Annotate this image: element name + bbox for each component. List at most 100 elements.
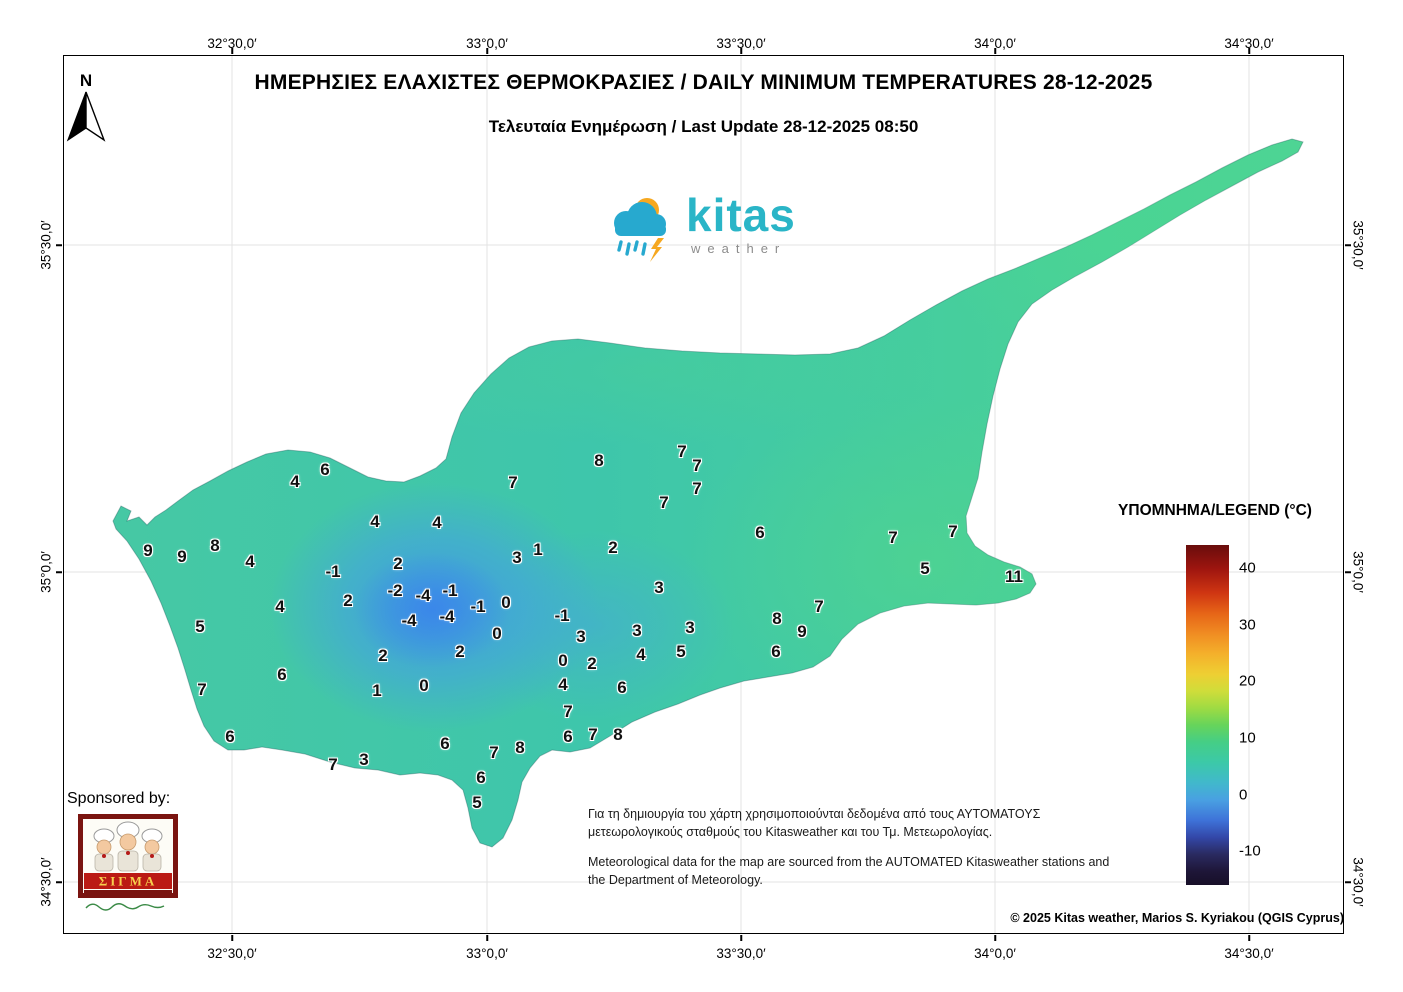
temperature-value: 7 xyxy=(948,522,958,541)
temperature-value: 4 xyxy=(275,597,285,616)
frame-tick-right xyxy=(1345,881,1351,883)
temperature-value: 0 xyxy=(419,676,429,695)
temperature-value: 6 xyxy=(277,665,287,684)
longitude-label-top: 33°30,0′ xyxy=(716,36,766,51)
temperature-value: 7 xyxy=(659,493,669,512)
north-label: N xyxy=(80,71,92,90)
temperature-value: 0 xyxy=(492,624,502,643)
sigma-brand-text: ΣΙΓΜΑ xyxy=(99,874,158,889)
temperature-value: -4 xyxy=(439,607,455,626)
frame-tick-right xyxy=(1345,571,1351,573)
temperature-value: 5 xyxy=(472,793,482,812)
temperature-value: 7 xyxy=(328,755,338,774)
longitude-label-top: 34°30,0′ xyxy=(1224,36,1274,51)
temperature-value: 1 xyxy=(533,540,543,559)
temperature-value: 9 xyxy=(797,622,807,641)
longitude-label-bottom: 33°30,0′ xyxy=(716,946,766,961)
temperature-value: 7 xyxy=(489,743,499,762)
latitude-label-right: 35°0,0′ xyxy=(1350,551,1366,593)
temperature-value: 6 xyxy=(617,678,627,697)
latitude-label-left: 35°30,0′ xyxy=(38,220,54,270)
kitas-logo-text: kitas weather xyxy=(686,192,796,256)
legend-tick-label: 40 xyxy=(1239,559,1256,577)
temperature-value: 0 xyxy=(501,593,511,612)
temperature-value: 4 xyxy=(370,512,380,531)
temperature-value: 11 xyxy=(1005,567,1023,586)
temperature-value: 8 xyxy=(594,451,604,470)
temperature-value: 5 xyxy=(195,617,205,636)
temperature-value: 7 xyxy=(677,442,687,461)
data-source-attribution: Για τη δημιουργία του χάρτη χρησιμοποιού… xyxy=(588,806,1118,889)
frame-tick-top xyxy=(231,48,233,54)
sponsored-by-label: Sponsored by: xyxy=(67,790,171,807)
temperature-value: 7 xyxy=(692,456,702,475)
legend-tick-label: -10 xyxy=(1239,842,1261,860)
temperature-value: 6 xyxy=(755,523,765,542)
legend-tick-label: 0 xyxy=(1239,786,1248,804)
temperature-value: 3 xyxy=(359,750,369,769)
temperature-value: 7 xyxy=(692,479,702,498)
temperature-value: 6 xyxy=(440,734,450,753)
temperature-value: 3 xyxy=(512,548,522,567)
frame-tick-bottom xyxy=(740,935,742,941)
frame-tick-top xyxy=(486,48,488,54)
temperature-value: 2 xyxy=(587,654,597,673)
temperature-value: 5 xyxy=(676,642,686,661)
frame-tick-bottom xyxy=(231,935,233,941)
temperature-value: 4 xyxy=(290,472,300,491)
temperature-value: 1 xyxy=(372,681,382,700)
longitude-label-top: 33°0,0′ xyxy=(466,36,508,51)
north-arrow-right-half xyxy=(85,91,106,142)
temperature-value: 6 xyxy=(320,460,330,479)
temperature-value: 2 xyxy=(343,591,353,610)
temperature-value: 3 xyxy=(576,627,586,646)
longitude-label-bottom: 33°0,0′ xyxy=(466,946,508,961)
attribution-greek: Για τη δημιουργία του χάρτη χρησιμοποιού… xyxy=(588,807,1041,839)
temperature-value: -2 xyxy=(387,581,403,600)
temperature-value: 0 xyxy=(558,651,568,670)
longitude-label-top: 32°30,0′ xyxy=(207,36,257,51)
frame-tick-left xyxy=(56,571,62,573)
legend-title: ΥΠΟΜΝΗΜΑ/LEGEND (°C) xyxy=(1118,502,1312,519)
frame-tick-right xyxy=(1345,244,1351,246)
temperature-value: 8 xyxy=(772,609,782,628)
temperature-value: 7 xyxy=(888,528,898,547)
frame-tick-top xyxy=(1248,48,1250,54)
temperature-value: 7 xyxy=(814,597,824,616)
temperature-value: 7 xyxy=(197,680,207,699)
sigma-sponsor-logo: ΣΙΓΜΑ xyxy=(78,814,178,911)
latitude-label-left: 35°0,0′ xyxy=(38,551,54,593)
temperature-value: 6 xyxy=(476,768,486,787)
attribution-english: Meteorological data for the map are sour… xyxy=(588,855,1110,887)
temperature-value: 8 xyxy=(613,725,623,744)
legend-colorbar xyxy=(1186,545,1229,885)
kitasweather-logo: kitas weather xyxy=(606,192,796,266)
kitas-wordmark: kitas xyxy=(686,189,796,241)
frame-tick-bottom xyxy=(486,935,488,941)
temperature-value: 8 xyxy=(515,738,525,757)
temperature-value: -1 xyxy=(554,606,570,625)
temperature-value: 3 xyxy=(632,621,642,640)
frame-tick-bottom xyxy=(1248,935,1250,941)
temperature-value: 2 xyxy=(378,646,388,665)
longitude-label-bottom: 34°0,0′ xyxy=(974,946,1016,961)
temperature-value: 6 xyxy=(225,727,235,746)
copyright-notice: © 2025 Kitas weather, Marios S. Kyriakou… xyxy=(1010,911,1344,925)
temperature-value: 4 xyxy=(432,513,442,532)
temperature-value: -1 xyxy=(442,581,458,600)
temperature-value: 4 xyxy=(558,675,568,694)
temperature-value: 9 xyxy=(177,547,187,566)
latitude-label-right: 34°30,0′ xyxy=(1350,857,1366,907)
temperature-value: 7 xyxy=(588,725,598,744)
temperature-value: 6 xyxy=(563,727,573,746)
kitas-tagline: weather xyxy=(691,241,787,256)
temperature-value: 7 xyxy=(508,473,518,492)
legend-tick-label: 20 xyxy=(1239,672,1256,690)
temperature-value: 8 xyxy=(210,536,220,555)
temperature-value: 4 xyxy=(245,552,255,571)
temperature-value: 6 xyxy=(771,642,781,661)
cloud-sun-rain-icon xyxy=(614,198,666,262)
temperature-value: 2 xyxy=(393,554,403,573)
longitude-label-bottom: 32°30,0′ xyxy=(207,946,257,961)
